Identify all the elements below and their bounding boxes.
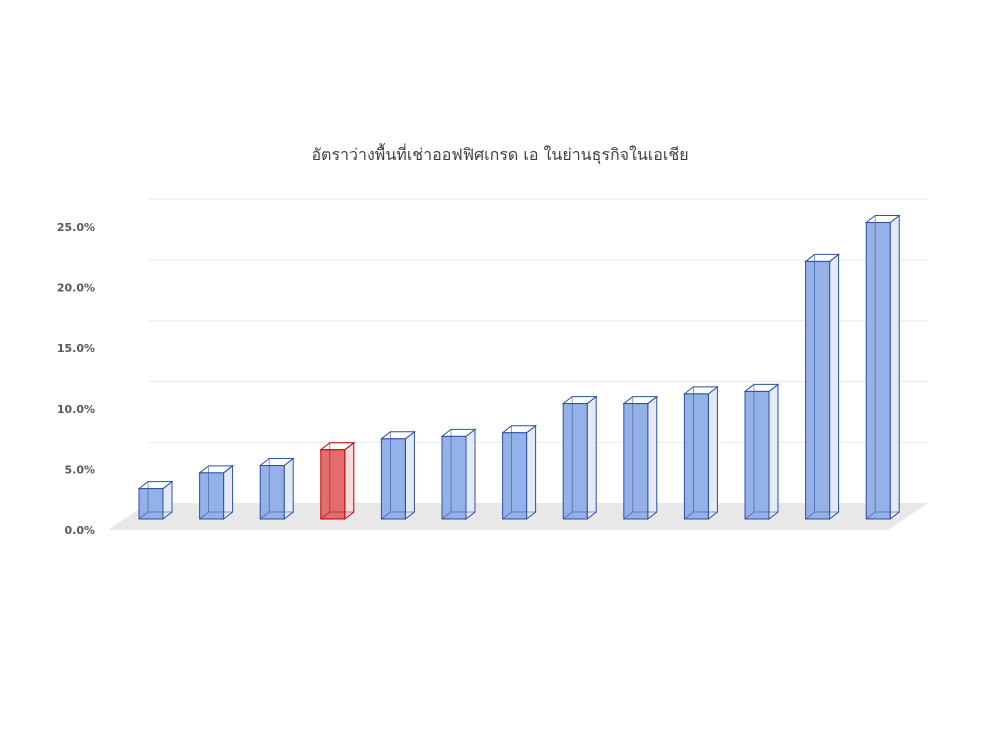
bar-bottom-edge	[199, 511, 233, 520]
bar	[198, 464, 235, 521]
bar-side	[404, 430, 415, 521]
y-tick-label: 10.0%	[57, 403, 95, 416]
bar-side	[768, 383, 779, 521]
bar	[440, 428, 477, 521]
bar-bottom-edge	[805, 511, 839, 520]
y-tick-label: 15.0%	[57, 342, 95, 355]
bar	[137, 480, 174, 521]
bar-side	[586, 395, 597, 521]
bar	[379, 430, 416, 521]
bar-bottom-edge	[441, 511, 475, 520]
bar-bottom-edge	[562, 511, 597, 520]
bar-side	[283, 457, 294, 521]
bar-bottom-edge	[320, 511, 354, 520]
bar	[258, 457, 295, 521]
bar-side	[889, 214, 900, 521]
bar-bottom-edge	[865, 511, 900, 520]
bar-front	[865, 222, 891, 520]
bar	[622, 395, 659, 521]
bar-side	[829, 253, 840, 521]
bar-front	[623, 403, 649, 520]
bar	[864, 214, 901, 521]
bar-bottom-edge	[381, 511, 415, 520]
bar-front	[502, 432, 528, 520]
bar-side	[344, 441, 355, 521]
bar-front	[380, 438, 406, 520]
bar	[561, 395, 598, 521]
bar-front	[805, 260, 831, 520]
bar-bottom-edge	[623, 511, 657, 520]
bar-front	[562, 403, 588, 520]
bar-bottom-edge	[502, 511, 536, 520]
bar	[682, 385, 719, 521]
y-tick-label: 20.0%	[57, 282, 95, 295]
chart-title: อัตราว่างพื้นที่เช่าออฟฟิศเกรด เอ ในย่าน…	[311, 145, 689, 164]
bar-front	[744, 390, 770, 520]
bar-bottom-edge	[744, 511, 778, 520]
bar-front	[259, 465, 285, 520]
bar-bottom-edge	[138, 511, 172, 520]
bar-front	[683, 393, 709, 520]
bar-side	[223, 464, 234, 521]
bar-bottom-edge	[259, 511, 294, 520]
bar-bottom-edge	[684, 511, 718, 520]
bar-side	[707, 385, 718, 521]
bar-front	[320, 449, 346, 520]
bar-front	[138, 488, 164, 520]
bar-front	[441, 435, 467, 520]
bar-side	[647, 395, 658, 521]
bar	[804, 253, 841, 521]
y-tick-label: 25.0%	[57, 221, 95, 234]
bar	[501, 424, 538, 521]
y-tick-label: 5.0%	[64, 463, 95, 476]
y-tick-label: 0.0%	[64, 524, 95, 537]
bar	[743, 383, 780, 521]
bar-front	[199, 472, 225, 520]
bar	[319, 441, 356, 521]
bar-side	[465, 428, 476, 521]
bar-side	[526, 424, 537, 521]
